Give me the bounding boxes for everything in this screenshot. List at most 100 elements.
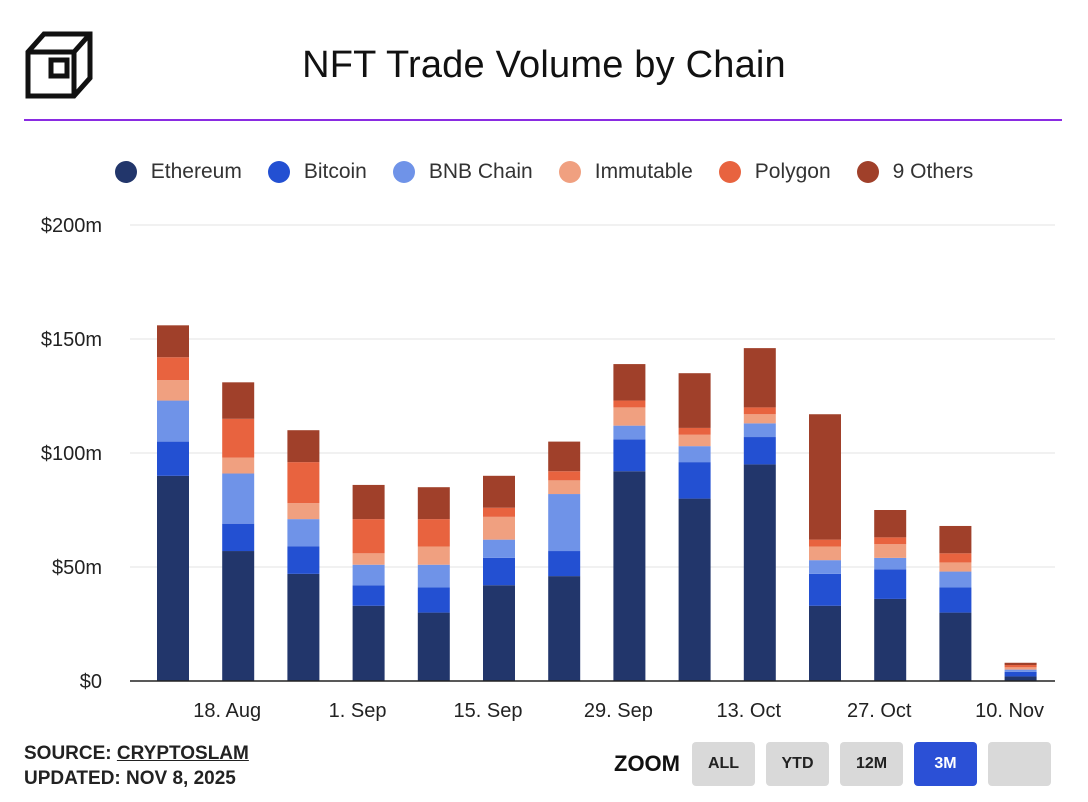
bar-segment-immutable[interactable] — [678, 434, 711, 447]
zoom-all-button[interactable]: ALL — [692, 742, 755, 786]
bar-segment-ethereum[interactable] — [548, 576, 581, 681]
legend-item-ethereum[interactable]: Ethereum — [114, 160, 242, 184]
bar-segment-polygon[interactable] — [1004, 665, 1037, 668]
bar-segment-immutable[interactable] — [352, 553, 385, 565]
bar-segment-immutable[interactable] — [613, 407, 646, 426]
bar-segment-polygon[interactable] — [743, 407, 776, 415]
bar-segment-immutable[interactable] — [809, 546, 841, 561]
bar-segment-9-others[interactable] — [678, 373, 711, 428]
bar-segment-polygon[interactable] — [939, 553, 972, 563]
bar-segment-bitcoin[interactable] — [157, 441, 189, 476]
bar-segment-bnb-chain[interactable] — [352, 564, 385, 586]
bar-segment-immutable[interactable] — [287, 503, 320, 520]
zoom-12m-button[interactable]: 12M — [840, 742, 903, 786]
bar-segment-immutable[interactable] — [1004, 667, 1037, 670]
x-tick-label: 10. Nov — [975, 700, 1044, 722]
bar-segment-9-others[interactable] — [352, 484, 385, 520]
bar-segment-ethereum[interactable] — [287, 573, 320, 681]
bar-segment-bitcoin[interactable] — [1004, 671, 1037, 677]
bar-segment-ethereum[interactable] — [1004, 676, 1037, 681]
bar-segment-9-others[interactable] — [287, 430, 320, 463]
bar-segment-ethereum[interactable] — [613, 471, 646, 681]
bar-segment-ethereum[interactable] — [939, 612, 972, 681]
bar-segment-polygon[interactable] — [548, 471, 581, 481]
bar-segment-immutable[interactable] — [548, 480, 581, 495]
bar-segment-bitcoin[interactable] — [743, 437, 776, 465]
legend-item-others[interactable]: 9 Others — [856, 160, 973, 184]
zoom-ytd-button[interactable]: YTD — [766, 742, 829, 786]
source-link[interactable]: CRYPTOSLAM — [116, 743, 249, 764]
bar-segment-bitcoin[interactable] — [222, 523, 255, 552]
bar-segment-polygon[interactable] — [483, 507, 515, 517]
bar-segment-ethereum[interactable] — [417, 612, 450, 681]
bar-segment-bnb-chain[interactable] — [743, 423, 776, 438]
bar-segment-bitcoin[interactable] — [678, 462, 711, 499]
bar-segment-bnb-chain[interactable] — [613, 425, 646, 440]
bar-segment-ethereum[interactable] — [743, 464, 776, 681]
bar-segment-9-others[interactable] — [548, 441, 581, 472]
bar-segment-polygon[interactable] — [417, 519, 450, 547]
bar-segment-immutable[interactable] — [743, 414, 776, 424]
bar-segment-ethereum[interactable] — [157, 475, 189, 681]
bar-segment-9-others[interactable] — [417, 487, 450, 520]
bar-segment-polygon[interactable] — [678, 427, 711, 435]
bar-segment-bnb-chain[interactable] — [809, 560, 841, 574]
bar-segment-bnb-chain[interactable] — [874, 557, 907, 570]
bar-segment-bnb-chain[interactable] — [1004, 669, 1037, 672]
source-line: SOURCE: CRYPTOSLAM — [24, 741, 249, 766]
bar-segment-ethereum[interactable] — [483, 585, 515, 681]
legend-item-bitcoin[interactable]: Bitcoin — [267, 160, 367, 184]
bar-segment-bitcoin[interactable] — [874, 569, 907, 599]
bar-segment-bnb-chain[interactable] — [287, 519, 320, 547]
bar-segment-polygon[interactable] — [352, 519, 385, 554]
bar-segment-ethereum[interactable] — [809, 605, 841, 681]
zoom-3m-button[interactable]: 3M — [914, 742, 977, 786]
bar-segment-9-others[interactable] — [874, 510, 907, 538]
bar-segment-9-others[interactable] — [939, 525, 972, 554]
bar-segment-polygon[interactable] — [157, 357, 189, 381]
bar-segment-polygon[interactable] — [287, 462, 320, 504]
legend-item-bnb-chain[interactable]: BNB Chain — [392, 160, 533, 184]
bar-segment-9-others[interactable] — [1004, 662, 1037, 666]
bar-segment-ethereum[interactable] — [874, 598, 907, 681]
bar-segment-9-others[interactable] — [157, 325, 189, 358]
bar-segment-ethereum[interactable] — [352, 605, 385, 681]
bar-segment-immutable[interactable] — [157, 380, 189, 401]
bar-segment-bnb-chain[interactable] — [548, 494, 581, 552]
bar-segment-bnb-chain[interactable] — [483, 539, 515, 558]
bar-segment-ethereum[interactable] — [678, 498, 711, 681]
zoom-extra-button[interactable] — [988, 742, 1051, 786]
bar-segment-9-others[interactable] — [222, 382, 255, 419]
bar-segment-bitcoin[interactable] — [809, 573, 841, 606]
bar-segment-9-others[interactable] — [809, 414, 841, 540]
bar-segment-bitcoin[interactable] — [352, 585, 385, 606]
bar-segment-immutable[interactable] — [417, 546, 450, 565]
bar-segment-bnb-chain[interactable] — [939, 571, 972, 588]
bar-segment-polygon[interactable] — [222, 418, 255, 458]
bar-segment-bitcoin[interactable] — [483, 557, 515, 586]
bar-segment-immutable[interactable] — [939, 562, 972, 572]
bar-segment-immutable[interactable] — [222, 457, 255, 474]
legend-item-polygon[interactable]: Polygon — [718, 160, 831, 184]
bar-segment-bitcoin[interactable] — [287, 546, 320, 574]
bar-segment-bitcoin[interactable] — [548, 551, 581, 577]
x-tick-label: 29. Sep — [584, 700, 653, 722]
bar-segment-9-others[interactable] — [613, 364, 646, 401]
bar-segment-9-others[interactable] — [483, 475, 515, 508]
legend-item-immutable[interactable]: Immutable — [558, 160, 693, 184]
bar-segment-polygon[interactable] — [874, 537, 907, 545]
y-tick-label: $0 — [80, 671, 102, 693]
bar-segment-bnb-chain[interactable] — [222, 473, 255, 524]
bar-segment-bitcoin[interactable] — [939, 587, 972, 613]
bar-segment-9-others[interactable] — [743, 348, 776, 408]
bar-segment-immutable[interactable] — [874, 544, 907, 558]
bar-segment-bnb-chain[interactable] — [417, 564, 450, 588]
bar-segment-bnb-chain[interactable] — [678, 446, 711, 463]
bar-segment-polygon[interactable] — [613, 400, 646, 408]
bar-segment-bitcoin[interactable] — [613, 439, 646, 472]
bar-segment-immutable[interactable] — [483, 516, 515, 540]
bar-segment-bitcoin[interactable] — [417, 587, 450, 613]
bar-segment-bnb-chain[interactable] — [157, 400, 189, 442]
bar-segment-ethereum[interactable] — [222, 551, 255, 681]
bar-segment-polygon[interactable] — [809, 539, 841, 547]
